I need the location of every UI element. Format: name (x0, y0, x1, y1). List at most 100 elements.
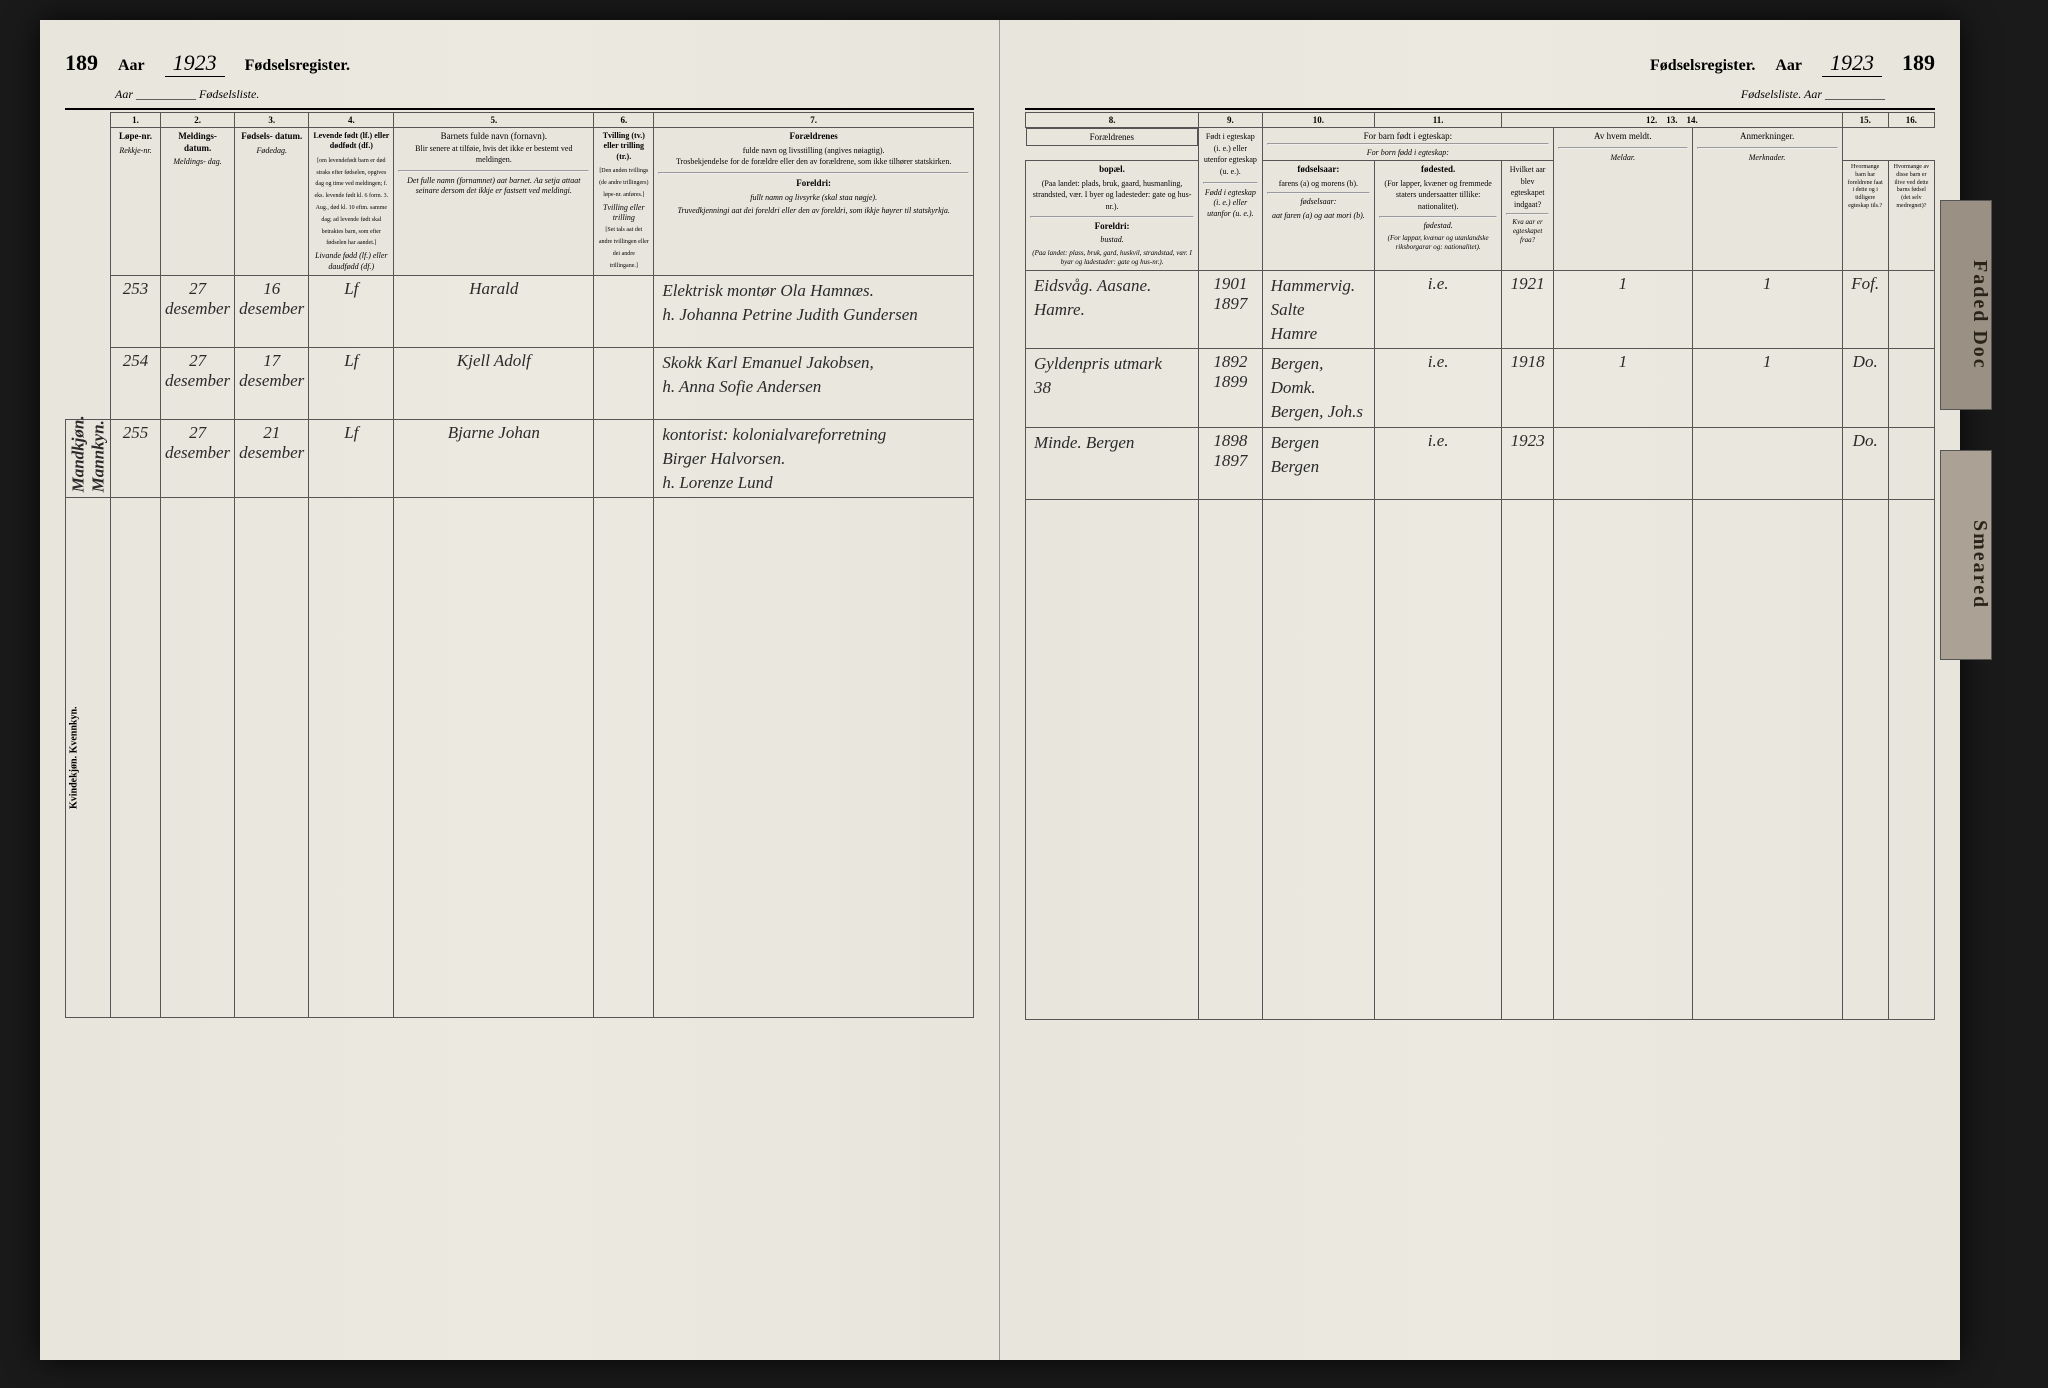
hdr: Fødedag. (239, 146, 304, 156)
hdr: fullt namn og livsyrke (skal staa nøgje)… (658, 193, 969, 203)
hdr: (For lapper, kvæner og fremmede staters … (1384, 179, 1491, 211)
colnum: 15. (1842, 113, 1888, 128)
year-value-r: 1923 (1822, 50, 1882, 77)
cell-bopael: Gyldenpris utmark38 (1026, 349, 1199, 427)
colnum: 2. (161, 113, 235, 128)
hdr: Hvormange barn har foreldrene faat i det… (1842, 161, 1888, 271)
hdr: (Paa landet: plads, bruk, gaard, husmanl… (1033, 179, 1192, 211)
hdr: Av hvem meldt. (1594, 131, 1652, 141)
gender-label-male: Mandkjøn. Mannkyn. (66, 419, 111, 497)
hdr: Rekkje-nr. (115, 146, 156, 156)
cell-birthplace: Hammervig. SalteHamre (1262, 271, 1375, 349)
header-row: Løpe-nr. Rekkje-nr. Meldings- datum. Mel… (66, 128, 974, 276)
cell-marr-year: 1918 (1502, 349, 1554, 427)
cell-birthplace: BergenBergen (1262, 427, 1375, 499)
cell-years: 18981897 (1199, 427, 1262, 499)
sub-header-right: Fødselsliste. Aar __________ (1025, 87, 1935, 102)
right-page: Fødselsregister. Aar 1923 189 Fødselslis… (1000, 20, 1960, 1360)
hdr: Hvilket aar blev egteskapet indgaat? (1510, 165, 1546, 209)
index-tab-faded[interactable]: Faded Doc (1940, 200, 1992, 410)
colnum: 7. (654, 113, 974, 128)
cell-ie: i.e. (1375, 427, 1502, 499)
cell-ie: i.e. (1375, 271, 1502, 349)
colnum: 1. (111, 113, 161, 128)
right-header: Fødselsregister. Aar 1923 189 (1025, 50, 1935, 83)
cell-c13: 1 (1554, 271, 1693, 349)
hdr: Født i egteskap (i. e.) eller utenfor eg… (1204, 132, 1257, 176)
hdr: Forældrenes (658, 131, 969, 143)
year-label: Aar (118, 57, 145, 75)
cell-tv (594, 347, 654, 419)
hdr: Barnets fulde navn (fornavn). (441, 131, 547, 141)
hdr: Kva aar er egteskapet fraa? (1506, 218, 1549, 245)
cell-years: 18921899 (1199, 349, 1262, 427)
table-row: 25427desember17desemberLfKjell Adolf Skok… (66, 347, 974, 419)
table-row: Gyldenpris utmark3818921899Bergen, Domk.… (1026, 349, 1935, 427)
colnum: 10. (1262, 113, 1375, 128)
cell-ie: i.e. (1375, 349, 1502, 427)
hdr: (For lappar, kvænar og utanlandske riksb… (1379, 234, 1497, 252)
hdr: (Paa landet: plass, bruk, gard, huskvil,… (1030, 249, 1194, 267)
cell-num: 253 (111, 275, 161, 347)
cell-meldt: Do. (1842, 349, 1888, 427)
hdr: Meldings- dag. (165, 157, 230, 167)
hdr: Meldar. (1558, 153, 1688, 163)
cell-lf: Lf (309, 347, 394, 419)
cell-fod: 17desember (235, 347, 309, 419)
cell-meld: 27desember (161, 347, 235, 419)
hdr: Blir senere at tilføie, hvis det ikke er… (415, 144, 572, 165)
cell-c14 (1692, 427, 1842, 499)
cell-parents: Skokk Karl Emanuel Jakobsen,h. Anna Sofi… (654, 347, 974, 419)
table-row: Minde. Bergen18981897BergenBergeni.e.192… (1026, 427, 1935, 499)
hdr: Trosbekjendelse for de forældre eller de… (676, 157, 951, 166)
register-title-r: Fødselsregister. (1650, 57, 1755, 75)
hdr: Hvormange av disse barn er ilive ved det… (1888, 161, 1934, 271)
left-header: 189 Aar 1923 Fødselsregister. (65, 50, 974, 83)
colnum: 3. (235, 113, 309, 128)
hdr: Levende født (lf.) eller dødfødt (df.) (313, 131, 389, 152)
cell-meldt: Do. (1842, 427, 1888, 499)
cell-bopael: Minde. Bergen (1026, 427, 1199, 499)
colnum: 9. (1199, 113, 1262, 128)
hdr: Tvilling eller trilling (598, 203, 649, 224)
empty-section (1026, 499, 1935, 1019)
hdr: bopæl. (1030, 164, 1194, 176)
cell-marr-year: 1923 (1502, 427, 1554, 499)
hdr: Livande fødd (lf.) eller daudfødd (df.) (313, 251, 389, 272)
cell-anm (1888, 349, 1934, 427)
colnum: 16. (1888, 113, 1934, 128)
page-number-right: 189 (1902, 50, 1935, 76)
col-number-row: 1. 2. 3. 4. 5. 6. 7. (66, 113, 974, 128)
table-row: Eidsvåg. Aasane.Hamre.19011897Hammervig.… (1026, 271, 1935, 349)
colnum: 6. (594, 113, 654, 128)
colnum: 12. 13. 14. (1502, 113, 1842, 128)
cell-marr-year: 1921 (1502, 271, 1554, 349)
empty-section: Kvindekjøn. Kvennkyn. (66, 498, 974, 1018)
cell-c13: 1 (1554, 349, 1693, 427)
cell-name: Harald (394, 275, 594, 347)
cell-anm (1888, 427, 1934, 499)
cell-c13 (1554, 427, 1693, 499)
right-table: 8. 9. 10. 11. 12. 13. 14. 15. 16. Foræld… (1025, 112, 1935, 1020)
page-number-left: 189 (65, 50, 98, 76)
index-tab-smeared[interactable]: Smeared (1940, 450, 1992, 660)
hdr: bustad. (1030, 235, 1194, 245)
cell-tv (594, 419, 654, 497)
cell-num: 254 (111, 347, 161, 419)
hdr: Det fulle namn (fornamnet) aat barnet. A… (398, 176, 589, 197)
hdr: [om levendefødt barn er død straks efter… (314, 158, 388, 247)
hdr: aat faren (a) og aat mori (b). (1267, 211, 1371, 221)
hdr: fødestad. (1379, 221, 1497, 231)
hdr-group: Forældrenes (1026, 128, 1199, 146)
cell-fod: 21desember (235, 419, 309, 497)
cell-name: Kjell Adolf (394, 347, 594, 419)
hdr: Anmerkninger. (1740, 131, 1794, 141)
table-row: 25327desember16desemberLfHaraldElektrisk… (66, 275, 974, 347)
hdr: Meldings- datum. (165, 131, 230, 154)
hdr-group: For barn født i egteskap: For born fødd … (1262, 128, 1553, 161)
table-row: Mandkjøn. Mannkyn.25527desember21desembe… (66, 419, 974, 497)
hdr: [Set tals aat det andre tvillingen eller… (599, 227, 649, 268)
hdr: Foreldri: (658, 178, 969, 190)
register-title: Fødselsregister. (245, 57, 350, 75)
left-page: 189 Aar 1923 Fødselsregister. Aar ______… (40, 20, 1000, 1360)
